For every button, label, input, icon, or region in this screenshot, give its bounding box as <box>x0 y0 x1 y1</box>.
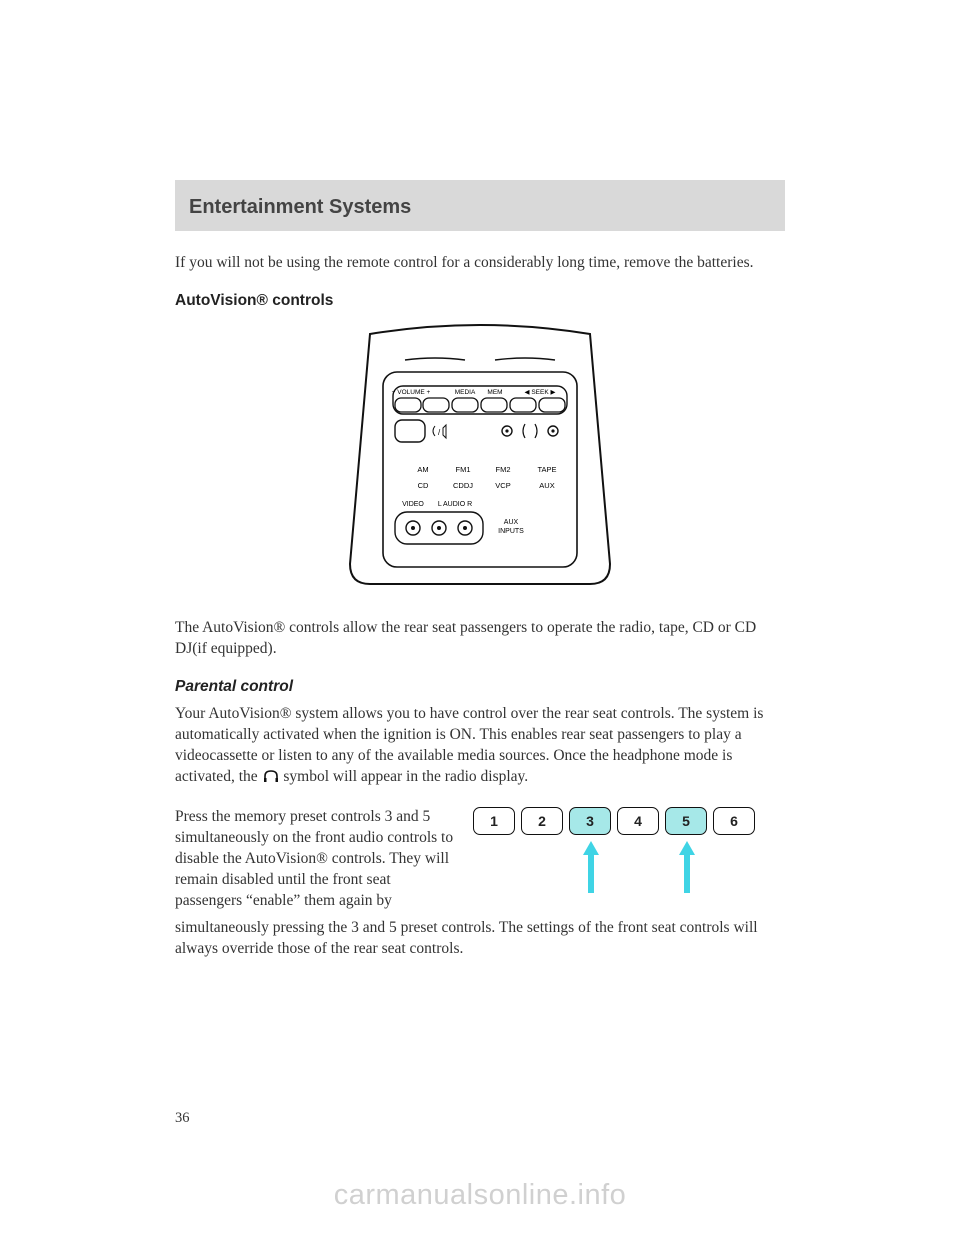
svg-text:AUX: AUX <box>504 519 519 526</box>
svg-text:FM1: FM1 <box>456 465 471 474</box>
preset-btn-1: 1 <box>473 807 515 835</box>
preset-instruction-text: Press the memory preset controls 3 and 5… <box>175 807 455 912</box>
arrow-icon <box>581 841 601 893</box>
preset-tail-paragraph: simultaneously pressing the 3 and 5 pres… <box>175 918 785 960</box>
svg-text:INPUTS: INPUTS <box>498 528 524 535</box>
headphone-icon <box>262 769 280 790</box>
svg-text:FM2: FM2 <box>496 465 511 474</box>
svg-text:/: / <box>438 428 441 437</box>
svg-text:TAPE: TAPE <box>537 465 556 474</box>
parental-text-b: symbol will appear in the radio display. <box>283 768 528 785</box>
autovision-heading: AutoVision® controls <box>175 292 785 310</box>
svg-text:AM: AM <box>417 465 428 474</box>
parental-paragraph: Your AutoVision® system allows you to ha… <box>175 704 785 790</box>
svg-text:◀ SEEK ▶: ◀ SEEK ▶ <box>525 389 557 396</box>
after-diagram-paragraph: The AutoVision® controls allow the rear … <box>175 618 785 660</box>
intro-paragraph: If you will not be using the remote cont… <box>175 253 785 274</box>
watermark: carmanualsonline.info <box>0 1179 960 1212</box>
preset-btn-5: 5 <box>665 807 707 835</box>
svg-text:AUX: AUX <box>539 481 554 490</box>
preset-btn-4: 4 <box>617 807 659 835</box>
section-title: Entertainment Systems <box>189 196 771 219</box>
svg-text:L AUDIO R: L AUDIO R <box>438 501 472 508</box>
preset-btn-3: 3 <box>569 807 611 835</box>
preset-btn-2: 2 <box>521 807 563 835</box>
preset-buttons-diagram: 1 2 3 4 5 6 <box>473 807 763 835</box>
preset-btn-6: 6 <box>713 807 755 835</box>
autovision-diagram: − VOLUME + MEDIA MEM ◀ SEEK ▶ / AM FM1 F… <box>175 324 785 594</box>
arrow-icon <box>677 841 697 893</box>
autovision-svg: − VOLUME + MEDIA MEM ◀ SEEK ▶ / AM FM1 F… <box>335 324 625 594</box>
section-header: Entertainment Systems <box>175 180 785 231</box>
svg-text:VCP: VCP <box>495 481 510 490</box>
svg-text:VIDEO: VIDEO <box>402 501 424 508</box>
svg-text:− VOLUME +: − VOLUME + <box>392 389 431 396</box>
page-number: 36 <box>175 1110 785 1127</box>
parental-heading: Parental control <box>175 678 785 696</box>
svg-text:CDDJ: CDDJ <box>453 481 473 490</box>
svg-text:CD: CD <box>418 481 429 490</box>
svg-text:MEDIA: MEDIA <box>455 389 476 396</box>
svg-text:MEM: MEM <box>487 389 502 396</box>
